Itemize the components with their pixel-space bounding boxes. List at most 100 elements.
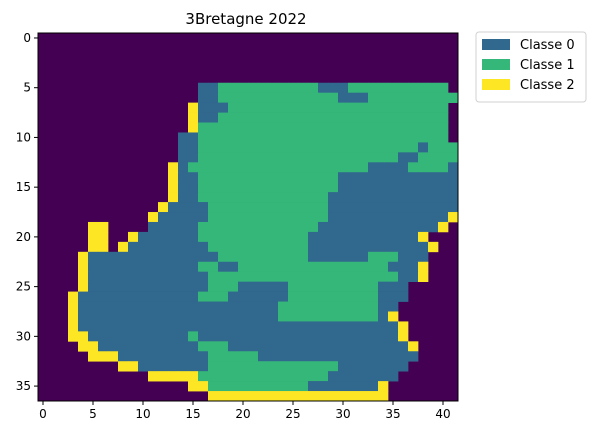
heatmap-cell — [158, 302, 168, 312]
heatmap-cell — [368, 381, 378, 391]
heatmap-cell — [398, 341, 408, 351]
heatmap-cell — [118, 302, 128, 312]
heatmap-cell — [308, 142, 318, 152]
heatmap-cell — [288, 103, 298, 113]
heatmap-cell — [288, 192, 298, 202]
heatmap-cell — [308, 262, 318, 272]
heatmap-cell — [278, 341, 288, 351]
heatmap-cell — [208, 242, 218, 252]
heatmap-cell — [298, 341, 308, 351]
heatmap-cell — [258, 172, 268, 182]
heatmap-cell — [98, 222, 108, 232]
heatmap-cell — [88, 321, 98, 331]
heatmap-cell — [278, 123, 288, 133]
heatmap-cell — [438, 93, 448, 103]
heatmap-cell — [368, 222, 378, 232]
heatmap-cell — [318, 351, 328, 361]
heatmap-cell — [288, 331, 298, 341]
heatmap-cell — [368, 252, 378, 262]
heatmap-cell — [448, 182, 458, 192]
heatmap-cell — [298, 272, 308, 282]
heatmap-cell — [188, 103, 198, 113]
heatmap-cell — [88, 242, 98, 252]
heatmap-cell — [348, 371, 358, 381]
x-tick-label: 40 — [435, 407, 450, 421]
heatmap-cell — [258, 262, 268, 272]
heatmap-cell — [88, 222, 98, 232]
heatmap-cell — [168, 222, 178, 232]
heatmap-cell — [318, 232, 328, 242]
heatmap-cell — [268, 341, 278, 351]
heatmap-cell — [108, 272, 118, 282]
heatmap-cell — [358, 192, 368, 202]
heatmap-cell — [338, 381, 348, 391]
heatmap-cell — [338, 341, 348, 351]
heatmap-cell — [168, 371, 178, 381]
heatmap-cell — [198, 252, 208, 262]
heatmap-cell — [438, 132, 448, 142]
heatmap-cell — [428, 132, 438, 142]
x-tick-label: 25 — [285, 407, 300, 421]
heatmap-cell — [208, 282, 218, 292]
heatmap-cell — [408, 351, 418, 361]
heatmap-cell — [258, 242, 268, 252]
heatmap-cell — [228, 222, 238, 232]
heatmap-cell — [308, 182, 318, 192]
heatmap-cell — [378, 331, 388, 341]
heatmap-cell — [168, 341, 178, 351]
heatmap-cell — [418, 182, 428, 192]
heatmap-cell — [158, 242, 168, 252]
heatmap-cell — [308, 172, 318, 182]
heatmap-cell — [248, 292, 258, 302]
heatmap-cell — [148, 262, 158, 272]
heatmap-cell — [168, 262, 178, 272]
heatmap-cell — [258, 202, 268, 212]
heatmap-cell — [398, 83, 408, 93]
heatmap-cell — [278, 381, 288, 391]
heatmap-cell — [378, 262, 388, 272]
heatmap-cell — [258, 252, 268, 262]
heatmap-cell — [388, 262, 398, 272]
heatmap-cell — [308, 292, 318, 302]
heatmap-cell — [168, 192, 178, 202]
heatmap-cell — [178, 331, 188, 341]
heatmap-cell — [348, 272, 358, 282]
heatmap-cell — [388, 232, 398, 242]
heatmap-cell — [218, 93, 228, 103]
heatmap-cell — [268, 93, 278, 103]
heatmap-cell — [408, 202, 418, 212]
heatmap-cell — [198, 132, 208, 142]
heatmap-cell — [258, 93, 268, 103]
heatmap-cell — [318, 142, 328, 152]
heatmap-cell — [248, 341, 258, 351]
heatmap-cell — [338, 391, 348, 401]
heatmap-cell — [218, 282, 228, 292]
heatmap-cell — [328, 152, 338, 162]
heatmap-cell — [418, 272, 428, 282]
heatmap-cell — [348, 222, 358, 232]
heatmap-cell — [268, 311, 278, 321]
heatmap-cell — [298, 232, 308, 242]
heatmap-cell — [138, 341, 148, 351]
heatmap-cell — [328, 361, 338, 371]
heatmap-cell — [228, 152, 238, 162]
heatmap-cell — [288, 391, 298, 401]
heatmap-cell — [368, 262, 378, 272]
heatmap-cell — [208, 103, 218, 113]
heatmap-cell — [368, 311, 378, 321]
heatmap-cell — [418, 132, 428, 142]
heatmap-cell — [278, 93, 288, 103]
heatmap-cell — [398, 172, 408, 182]
heatmap-cell — [138, 282, 148, 292]
heatmap-cell — [198, 331, 208, 341]
heatmap-cell — [448, 202, 458, 212]
heatmap-cell — [318, 172, 328, 182]
heatmap-cell — [258, 341, 268, 351]
heatmap-cell — [268, 232, 278, 242]
heatmap-cell — [338, 242, 348, 252]
heatmap-cell — [228, 202, 238, 212]
heatmap-cell — [418, 162, 428, 172]
heatmap-cell — [308, 232, 318, 242]
heatmap-cell — [358, 341, 368, 351]
heatmap-cell — [218, 202, 228, 212]
